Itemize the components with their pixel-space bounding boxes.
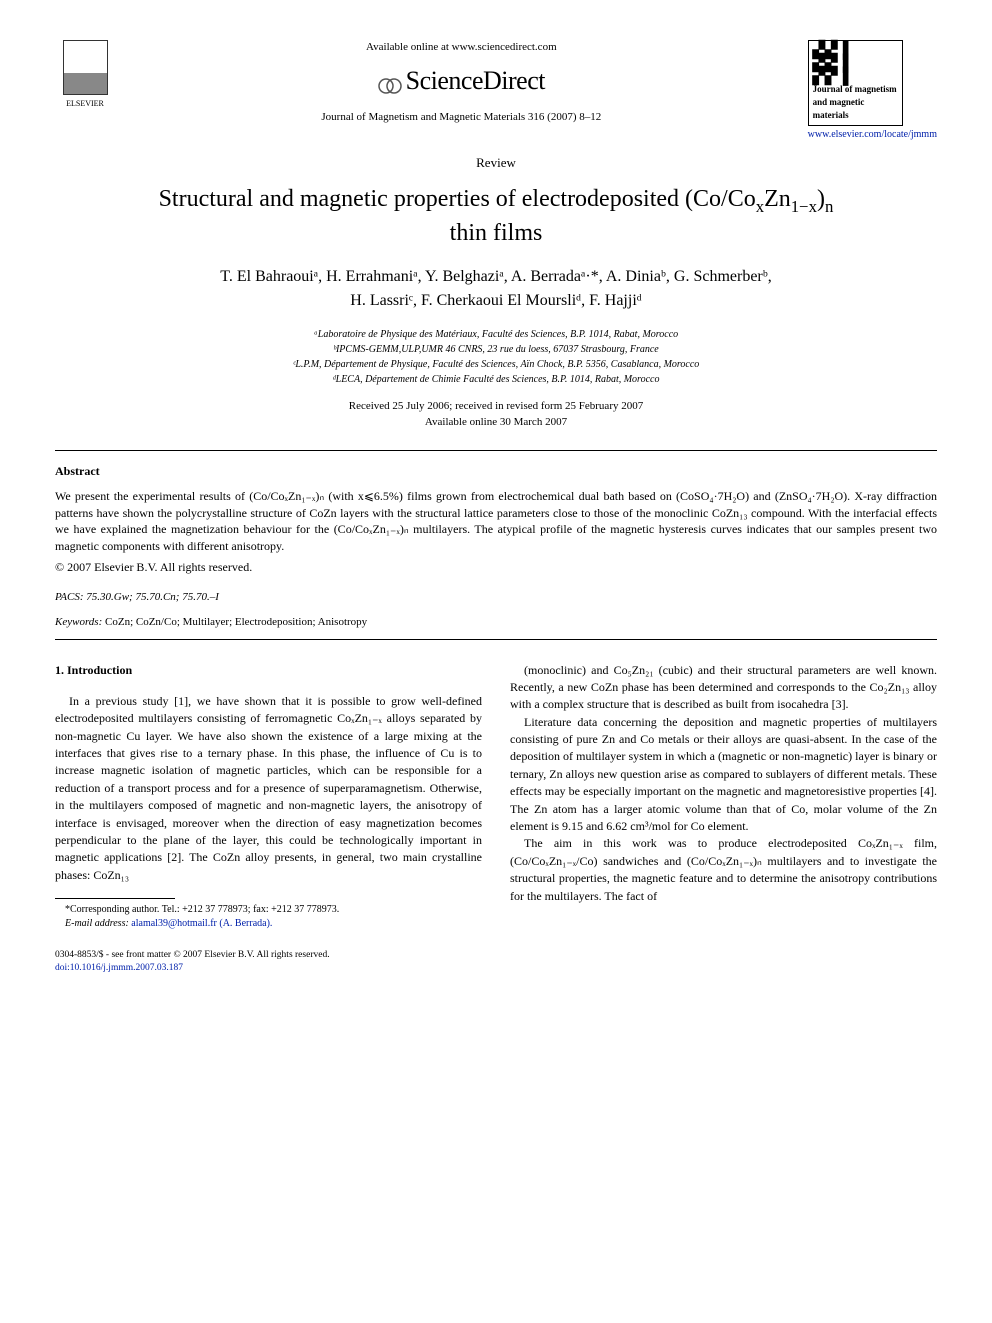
available-online-text: Available online at www.sciencedirect.co… [135, 40, 788, 55]
header-row: ELSEVIER Available online at www.science… [55, 40, 937, 142]
journal-box-icon: ▞▞▐▞▞▐▞▞▐ [813, 45, 898, 83]
column-right: (monoclinic) and Co₅Zn₂₁ (cubic) and the… [510, 662, 937, 974]
footnote-email-address[interactable]: alamal39@hotmail.fr (A. Berrada). [131, 918, 272, 929]
article-type: Review [55, 154, 937, 172]
aff-d: ᵈLECA, Département de Chimie Faculté des… [333, 374, 660, 385]
authors-line1: T. El Bahraouiᵃ, H. Errahmaniᵃ, Y. Belgh… [220, 268, 771, 285]
footer-line1: 0304-8853/$ - see front matter © 2007 El… [55, 949, 482, 961]
doi-link[interactable]: doi:10.1016/j.jmmm.2007.03.187 [55, 963, 183, 973]
abstract-copyright: © 2007 Elsevier B.V. All rights reserved… [55, 559, 937, 576]
footnote-email: E-mail address: alamal39@hotmail.fr (A. … [55, 917, 482, 931]
footer-line2: doi:10.1016/j.jmmm.2007.03.187 [55, 962, 482, 974]
col2-para3: The aim in this work was to produce elec… [510, 835, 937, 905]
journal-link[interactable]: www.elsevier.com/locate/jmmm [808, 128, 937, 142]
journal-citation: Journal of Magnetism and Magnetic Materi… [135, 110, 788, 125]
authors: T. El Bahraouiᵃ, H. Errahmaniᵃ, Y. Belgh… [55, 265, 937, 313]
col2-para1: (monoclinic) and Co₅Zn₂₁ (cubic) and the… [510, 662, 937, 714]
column-left: 1. Introduction In a previous study [1],… [55, 662, 482, 974]
article-title: Structural and magnetic properties of el… [55, 184, 937, 249]
affiliations: ᵃLaboratoire de Physique des Matériaux, … [55, 327, 937, 387]
keywords-label: Keywords: [55, 616, 102, 628]
center-header: Available online at www.sciencedirect.co… [115, 40, 808, 125]
journal-box: ▞▞▐▞▞▐▞▞▐ Journal of magnetism and magne… [808, 40, 903, 126]
abstract-text: We present the experimental results of (… [55, 488, 937, 555]
title-sub-x: x [756, 197, 764, 216]
keywords-list: CoZn; CoZn/Co; Multilayer; Electrodeposi… [105, 616, 367, 628]
intro-heading: 1. Introduction [55, 662, 482, 679]
divider-bottom [55, 639, 937, 640]
abstract-label: Abstract [55, 463, 937, 480]
sciencedirect-brand: ScienceDirect [135, 63, 788, 99]
col1-para1: In a previous study [1], we have shown t… [55, 693, 482, 884]
footnote-separator [55, 898, 175, 899]
title-sub-n: n [825, 197, 833, 216]
title-sub-1mx: 1−x [791, 197, 817, 216]
elsevier-tree-icon [63, 40, 108, 95]
divider-top [55, 450, 937, 451]
sciencedirect-icon [378, 74, 402, 98]
aff-a: ᵃLaboratoire de Physique des Matériaux, … [314, 329, 678, 340]
pacs-label: PACS: [55, 591, 84, 603]
keywords-line: Keywords: CoZn; CoZn/Co; Multilayer; Ele… [55, 615, 937, 630]
received-date: Received 25 July 2006; received in revis… [349, 400, 643, 412]
sciencedirect-text: ScienceDirect [406, 66, 545, 95]
pacs-line: PACS: 75.30.Gw; 75.70.Cn; 75.70.–I [55, 590, 937, 605]
article-dates: Received 25 July 2006; received in revis… [55, 399, 937, 430]
elsevier-logo: ELSEVIER [55, 40, 115, 109]
title-zn: Zn [764, 186, 791, 212]
title-close: ) [817, 186, 825, 212]
pacs-codes: 75.30.Gw; 75.70.Cn; 75.70.–I [86, 591, 219, 603]
page-container: ELSEVIER Available online at www.science… [0, 0, 992, 1004]
journal-box-wrapper: ▞▞▐▞▞▐▞▞▐ Journal of magnetism and magne… [808, 40, 937, 142]
col2-para2: Literature data concerning the depositio… [510, 714, 937, 836]
available-date: Available online 30 March 2007 [425, 416, 567, 428]
footnote-corresponding: *Corresponding author. Tel.: +212 37 778… [55, 903, 482, 917]
aff-b: ᵇIPCMS-GEMM,ULP,UMR 46 CNRS, 23 rue du l… [333, 344, 658, 355]
aff-c: ᶜL.P.M, Département de Physique, Faculté… [293, 359, 700, 370]
elsevier-label: ELSEVIER [55, 98, 115, 109]
title-part1: Structural and magnetic properties of el… [159, 186, 756, 212]
title-line2: thin films [450, 220, 543, 246]
journal-box-title: Journal of magnetism and magnetic materi… [813, 84, 897, 119]
authors-line2: H. Lassriᶜ, F. Cherkaoui El Moursliᵈ, F.… [350, 292, 641, 309]
body-columns: 1. Introduction In a previous study [1],… [55, 662, 937, 974]
footnote-email-label: E-mail address: [65, 918, 129, 929]
footer-info: 0304-8853/$ - see front matter © 2007 El… [55, 949, 482, 974]
